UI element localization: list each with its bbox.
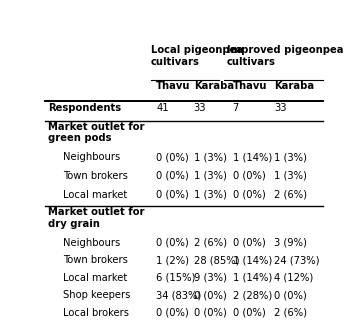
Text: 1 (14%): 1 (14%) [233,152,272,162]
Text: 0 (0%): 0 (0%) [233,308,265,318]
Text: 0 (0%): 0 (0%) [156,171,189,181]
Text: 9 (3%): 9 (3%) [194,273,227,283]
Text: 1 (3%): 1 (3%) [194,171,227,181]
Text: 0 (0%): 0 (0%) [156,308,189,318]
Text: Karaba: Karaba [274,81,314,91]
Text: Market outlet for
green pods: Market outlet for green pods [48,122,144,144]
Text: Improved pigeonpea
cultivars: Improved pigeonpea cultivars [227,45,344,67]
Text: Thavu: Thavu [233,81,267,91]
Text: 0 (0%): 0 (0%) [233,237,265,247]
Text: 28 (85%): 28 (85%) [194,255,239,265]
Text: Neighbours: Neighbours [63,237,120,247]
Text: 0 (0%): 0 (0%) [274,290,307,300]
Text: 0 (0%): 0 (0%) [156,190,189,200]
Text: 24 (73%): 24 (73%) [274,255,320,265]
Text: Thavu: Thavu [156,81,191,91]
Text: 0 (0%): 0 (0%) [156,152,189,162]
Text: Neighbours: Neighbours [63,152,120,162]
Text: 2 (28%): 2 (28%) [233,290,272,300]
Text: 3 (9%): 3 (9%) [274,237,307,247]
Text: 1 (3%): 1 (3%) [194,152,227,162]
Text: 0 (0%): 0 (0%) [233,171,265,181]
Text: 33: 33 [194,103,206,113]
Text: Town brokers: Town brokers [63,171,128,181]
Text: Shop keepers: Shop keepers [63,290,130,300]
Text: 34 (83%): 34 (83%) [156,290,201,300]
Text: Karaba: Karaba [194,81,234,91]
Text: Respondents: Respondents [48,103,121,113]
Text: 0 (0%): 0 (0%) [156,237,189,247]
Text: Local market: Local market [63,273,127,283]
Text: 1 (2%): 1 (2%) [156,255,189,265]
Text: 2 (6%): 2 (6%) [274,190,307,200]
Text: Town brokers: Town brokers [63,255,128,265]
Text: Local brokers: Local brokers [63,308,129,318]
Text: 1 (3%): 1 (3%) [274,152,307,162]
Text: Local market: Local market [63,190,127,200]
Text: 0 (0%): 0 (0%) [233,190,265,200]
Text: 7: 7 [233,103,239,113]
Text: 1 (14%): 1 (14%) [233,273,272,283]
Text: 1 (3%): 1 (3%) [274,171,307,181]
Text: 4 (12%): 4 (12%) [274,273,314,283]
Text: 2 (6%): 2 (6%) [194,237,227,247]
Text: 0 (0%): 0 (0%) [194,308,227,318]
Text: Market outlet for
dry grain: Market outlet for dry grain [48,207,144,229]
Text: Local pigeonpea
cultivars: Local pigeonpea cultivars [151,45,243,67]
Text: 1 (3%): 1 (3%) [194,190,227,200]
Text: 33: 33 [274,103,287,113]
Text: 1 (14%): 1 (14%) [233,255,272,265]
Text: 41: 41 [156,103,169,113]
Text: 2 (6%): 2 (6%) [274,308,307,318]
Text: 6 (15%): 6 (15%) [156,273,196,283]
Text: 0 (0%): 0 (0%) [194,290,227,300]
